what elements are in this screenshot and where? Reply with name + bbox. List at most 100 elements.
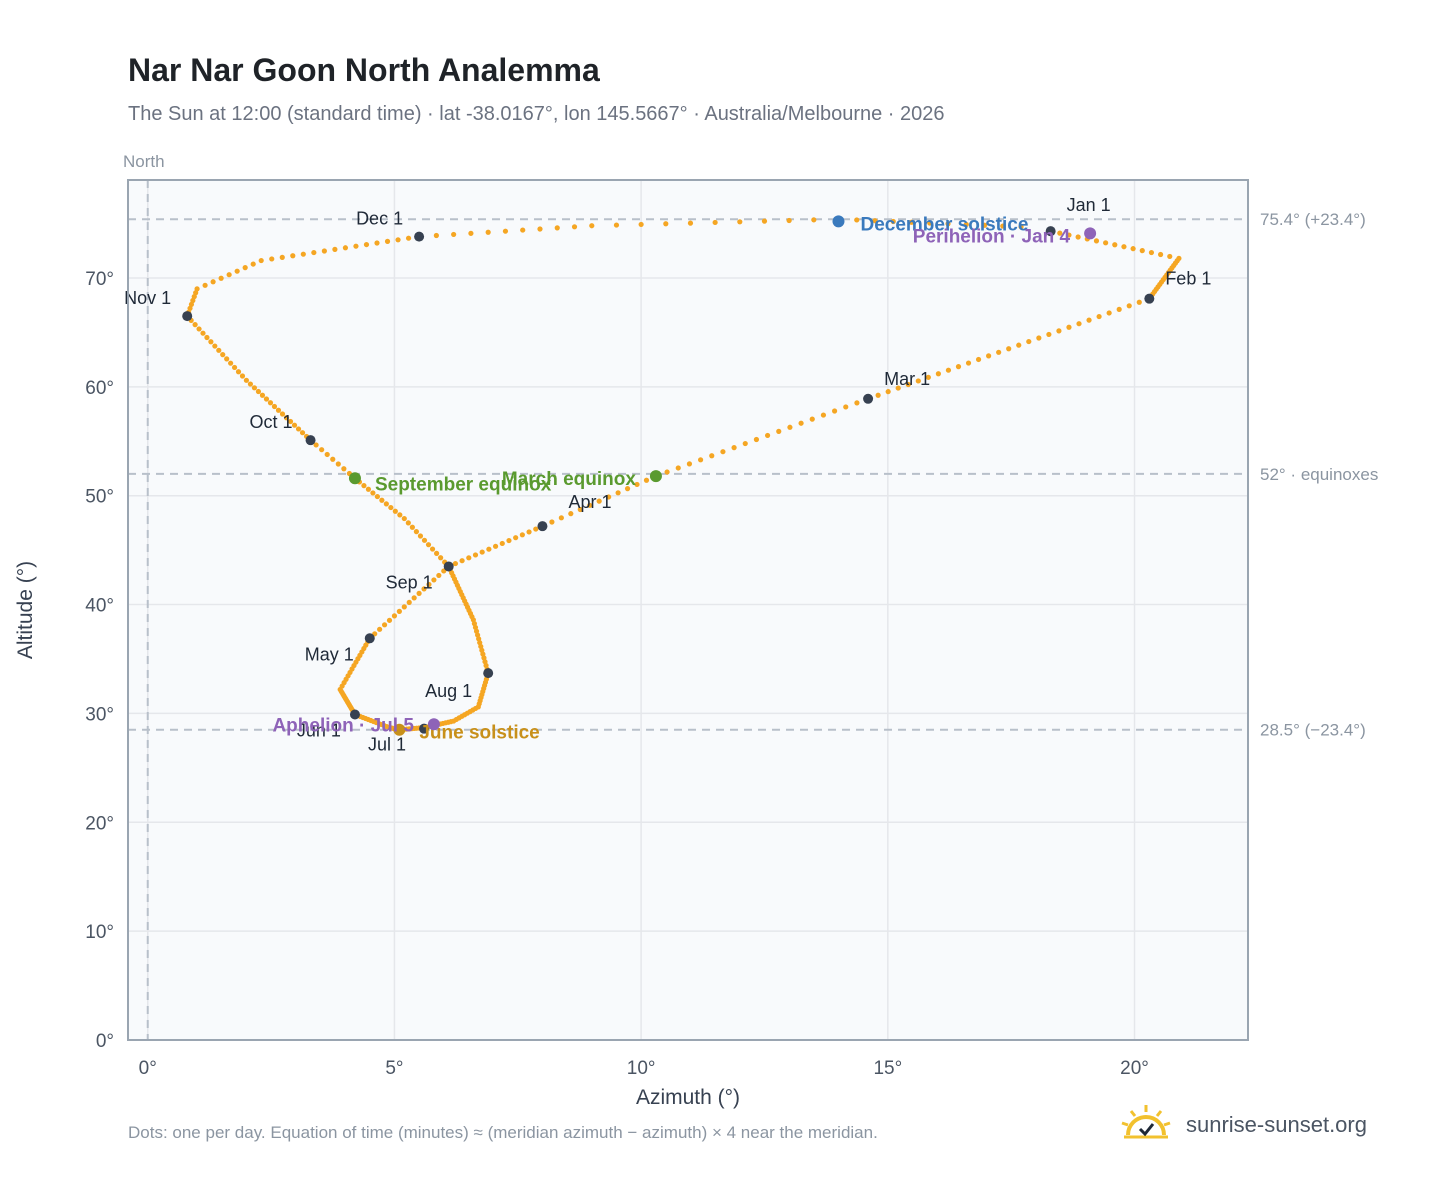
- daily-sun-dot: [1116, 306, 1122, 312]
- brand-logo[interactable]: sunrise-sunset.org: [1120, 1100, 1367, 1150]
- daily-sun-dot: [526, 529, 532, 535]
- daily-sun-dot: [963, 221, 969, 228]
- daily-sun-dot: [554, 225, 560, 231]
- month-point[interactable]: [1045, 226, 1056, 237]
- month-label: Oct 1: [250, 412, 293, 432]
- daily-sun-dot: [905, 381, 911, 388]
- daily-sun-dot: [537, 226, 543, 232]
- event-label: Perihelion · Jan 4: [913, 226, 1071, 247]
- daily-sun-dot: [395, 237, 401, 243]
- daily-sun-dot: [353, 243, 359, 249]
- daily-sun-dot: [1016, 342, 1022, 348]
- daily-sun-dot: [697, 457, 704, 463]
- month-label: Jan 1: [1067, 195, 1111, 215]
- daily-sun-dot: [854, 217, 860, 223]
- daily-sun-dot: [1157, 251, 1164, 258]
- daily-sun-dot: [1086, 317, 1092, 323]
- daily-sun-dot: [513, 535, 519, 541]
- daily-sun-dot: [915, 378, 921, 384]
- daily-sun-dot: [311, 249, 317, 256]
- daily-sun-dot: [235, 369, 242, 375]
- daily-sun-dot: [1121, 244, 1127, 250]
- daily-sun-dot: [436, 572, 442, 579]
- daily-sun-dot: [210, 279, 216, 285]
- daily-sun-dot: [321, 248, 327, 254]
- month-point[interactable]: [1144, 293, 1155, 304]
- x-axis-title: Azimuth (°): [636, 1086, 740, 1109]
- event-point[interactable]: [348, 472, 361, 485]
- daily-sun-dot: [502, 228, 509, 234]
- daily-sun-dot: [218, 275, 224, 281]
- daily-sun-dot: [259, 392, 266, 398]
- event-label: June solstice: [419, 723, 539, 744]
- daily-sun-dot: [279, 411, 286, 417]
- month-point[interactable]: [443, 561, 454, 572]
- daily-sun-dot: [411, 595, 417, 601]
- month-point[interactable]: [537, 521, 548, 532]
- event-point[interactable]: [832, 215, 845, 228]
- daily-sun-dot: [571, 224, 578, 230]
- daily-sun-dot: [634, 481, 640, 488]
- month-label: Mar 1: [884, 369, 930, 389]
- daily-sun-dot: [263, 396, 270, 402]
- daily-sun-dot: [405, 235, 412, 241]
- daily-sun-dot: [212, 343, 218, 349]
- daily-sun-dot: [981, 222, 988, 228]
- daily-sun-dot: [1066, 324, 1072, 330]
- event-point[interactable]: [649, 470, 662, 483]
- plot-area: [128, 180, 1248, 1040]
- event-point[interactable]: [393, 723, 406, 736]
- daily-sun-dot: [686, 461, 693, 467]
- daily-sun-dot: [872, 218, 878, 224]
- month-label: Jul 1: [368, 735, 406, 755]
- month-point[interactable]: [414, 231, 425, 242]
- daily-sun-dot: [239, 373, 246, 379]
- daily-sun-dot: [1126, 303, 1132, 309]
- daily-sun-dot: [908, 219, 915, 225]
- event-point[interactable]: [427, 718, 440, 731]
- daily-sun-dot: [243, 377, 250, 383]
- month-point[interactable]: [182, 311, 193, 322]
- daily-sun-dot: [786, 217, 792, 224]
- month-point[interactable]: [349, 709, 360, 720]
- daily-sun-dot: [596, 498, 602, 504]
- daily-sun-dot: [761, 218, 768, 224]
- month-point[interactable]: [305, 435, 316, 446]
- month-label: Sep 1: [386, 572, 433, 592]
- daily-sun-dot: [374, 240, 380, 246]
- daily-sun-dot: [1000, 223, 1006, 229]
- month-point[interactable]: [419, 723, 430, 734]
- daily-sun-dot: [499, 540, 505, 547]
- brand-name: sunrise-sunset.org: [1186, 1112, 1367, 1137]
- daily-sun-dot: [606, 494, 612, 500]
- y-tick-label: 50°: [85, 487, 114, 508]
- daily-sun-dot: [820, 412, 827, 418]
- daily-sun-dot: [613, 222, 620, 228]
- daily-sun-dot: [271, 403, 278, 410]
- daily-sun-dot: [965, 360, 972, 366]
- daily-sun-dot: [258, 257, 264, 264]
- reference-line-label: 28.5° (−23.4°): [1260, 721, 1366, 740]
- daily-sun-dot: [370, 490, 376, 496]
- daily-sun-dot: [1096, 313, 1102, 320]
- month-point[interactable]: [483, 668, 494, 679]
- daily-sun-dot: [798, 420, 804, 426]
- direction-label: North: [123, 152, 165, 171]
- event-point[interactable]: [1084, 227, 1097, 240]
- daily-sun-dot: [279, 254, 285, 260]
- daily-sun-dot: [643, 477, 650, 483]
- daily-sun-dot: [391, 613, 398, 619]
- daily-sun-dot: [231, 364, 238, 371]
- daily-sun-dot: [416, 590, 422, 596]
- daily-sun-dot: [615, 490, 621, 496]
- daily-sun-dot: [1106, 310, 1112, 316]
- daily-sun-dot: [275, 407, 282, 413]
- month-point[interactable]: [863, 393, 874, 404]
- daily-sun-dot: [927, 220, 933, 226]
- daily-sun-dot: [438, 555, 444, 561]
- month-point[interactable]: [364, 633, 375, 644]
- daily-sun-dot: [787, 424, 793, 430]
- daily-sun-dot: [549, 519, 555, 525]
- daily-sun-dot: [895, 385, 901, 391]
- daily-sun-dot: [196, 326, 202, 332]
